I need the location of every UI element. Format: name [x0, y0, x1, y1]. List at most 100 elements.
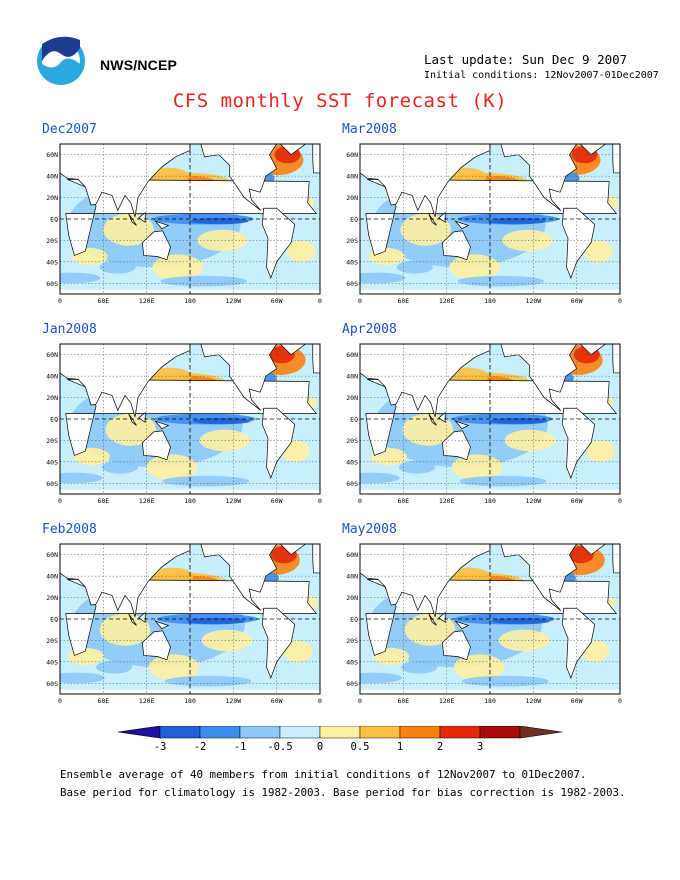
lat-tick-label: 40N	[346, 373, 358, 381]
lon-tick-label: 180	[184, 697, 196, 705]
lat-tick-label: 20S	[346, 237, 358, 245]
lat-tick-label: 20N	[46, 194, 58, 202]
colorbar-segment	[159, 726, 201, 739]
colorbar-label: 3	[476, 741, 484, 753]
colorbar-label: 2	[436, 741, 444, 753]
lat-tick-label: EQ	[350, 416, 358, 424]
lon-tick-label: 120E	[139, 297, 155, 305]
lat-tick-label: 40S	[346, 258, 358, 266]
lon-tick-label: 180	[484, 297, 496, 305]
colorbar-segment	[439, 726, 481, 739]
colorbar-label: -1	[233, 741, 247, 753]
lon-tick-label: 0	[318, 697, 322, 705]
lat-tick-label: 20N	[346, 594, 358, 602]
lat-tick-label: 20N	[346, 194, 358, 202]
lat-tick-label: 20S	[46, 637, 58, 645]
lat-tick-label: 40N	[346, 173, 358, 181]
lat-tick-label: 20S	[346, 437, 358, 445]
lat-tick-label: EQ	[350, 216, 358, 224]
lon-tick-label: 60E	[97, 497, 109, 505]
map-panel-feb2008: Feb2008 60N 40N 20N EQ 20S 40S 60S 0 60E 120E 180 1…	[40, 522, 322, 716]
lat-tick-label: 40S	[346, 458, 358, 466]
panel-title: Mar2008	[342, 122, 397, 137]
lat-tick-label: 20S	[346, 637, 358, 645]
lat-tick-label: 40N	[46, 173, 58, 181]
lat-tick-label: EQ	[350, 616, 358, 624]
map-panel-dec2007: Dec2007 60N 40N 20N EQ 20S 40S 60S 0 60E 120E 180 1…	[40, 122, 322, 316]
lon-tick-label: 0	[58, 497, 62, 505]
agency-label: NWS/NCEP	[100, 57, 178, 73]
lat-tick-label: 40S	[46, 458, 58, 466]
lon-tick-label: 120W	[226, 497, 242, 505]
last-update-text: Last update: Sun Dec 9 2007	[424, 52, 628, 67]
lat-tick-label: 60S	[346, 680, 358, 688]
lat-tick-label: 40N	[46, 573, 58, 581]
lat-tick-label: 20N	[346, 394, 358, 402]
map-panel-mar2008: Mar2008 60N 40N 20N EQ 20S 40S 60S 0 60E 120E 180 1…	[340, 122, 622, 316]
map-panel-jan2008: Jan2008 60N 40N 20N EQ 20S 40S 60S 0 60E 120E 180 1…	[40, 322, 322, 516]
panel-title: Apr2008	[342, 322, 397, 337]
lon-tick-label: 120W	[526, 497, 542, 505]
lon-tick-label: 60W	[271, 297, 283, 305]
lon-tick-label: 0	[358, 697, 362, 705]
colorbar	[118, 726, 562, 739]
lon-tick-label: 180	[184, 297, 196, 305]
lon-tick-label: 60W	[571, 497, 583, 505]
lat-tick-label: 60N	[346, 351, 358, 359]
colorbar-segment	[479, 726, 521, 739]
lat-tick-label: EQ	[50, 616, 58, 624]
lat-tick-label: 20N	[46, 394, 58, 402]
colorbar-segment	[359, 726, 401, 739]
lat-tick-label: 20S	[46, 237, 58, 245]
lon-tick-label: 120E	[439, 697, 455, 705]
page-title: CFS monthly SST forecast (K)	[172, 90, 508, 112]
lat-tick-label: 60S	[46, 280, 58, 288]
lon-tick-label: 60E	[97, 297, 109, 305]
lat-tick-label: 40N	[46, 373, 58, 381]
colorbar-label: -2	[193, 741, 207, 753]
sst-anomaly-map: 60N 40N 20N EQ 20S 40S 60S 0 60E 120E 180 120W 60W 0	[46, 143, 322, 305]
lon-tick-label: 180	[484, 697, 496, 705]
lon-tick-label: 0	[358, 297, 362, 305]
colorbar-segment	[399, 726, 441, 739]
lat-tick-label: 60S	[346, 480, 358, 488]
panel-title: Dec2007	[42, 122, 97, 137]
colorbar-segment	[239, 726, 281, 739]
lon-tick-label: 60W	[571, 297, 583, 305]
lon-tick-label: 60W	[571, 697, 583, 705]
noaa-logo	[37, 36, 85, 85]
lon-tick-label: 0	[58, 697, 62, 705]
lon-tick-label: 120E	[139, 697, 155, 705]
lon-tick-label: 60E	[397, 297, 409, 305]
lat-tick-label: 20N	[46, 594, 58, 602]
lat-tick-label: 20S	[46, 437, 58, 445]
lon-tick-label: 0	[318, 497, 322, 505]
lon-tick-label: 120W	[226, 697, 242, 705]
sst-anomaly-map: 60N 40N 20N EQ 20S 40S 60S 0 60E 120E 180 120W 60W 0	[46, 343, 322, 505]
lat-tick-label: 60S	[46, 680, 58, 688]
lat-tick-label: 60N	[46, 351, 58, 359]
lon-tick-label: 60E	[97, 697, 109, 705]
colorbar-arrow-low	[118, 726, 161, 739]
colorbar-label: -0.5	[267, 741, 293, 753]
lat-tick-label: 60N	[46, 151, 58, 159]
lon-tick-label: 60W	[271, 497, 283, 505]
panel-title: Jan2008	[42, 322, 97, 337]
lat-tick-label: 60S	[346, 280, 358, 288]
lat-tick-label: 60N	[46, 551, 58, 559]
map-panel-may2008: May2008 60N 40N 20N EQ 20S 40S 60S 0 60E 120E 180 1…	[340, 522, 622, 716]
colorbar-segment	[279, 726, 321, 739]
lon-tick-label: 60E	[397, 497, 409, 505]
lon-tick-label: 60W	[271, 697, 283, 705]
lon-tick-label: 0	[618, 497, 622, 505]
sst-anomaly-map: 60N 40N 20N EQ 20S 40S 60S 0 60E 120E 180 120W 60W 0	[346, 543, 622, 705]
footer-line-2: Base period for climatology is 1982-2003…	[60, 786, 626, 799]
lon-tick-label: 120E	[139, 497, 155, 505]
lat-tick-label: 40S	[46, 658, 58, 666]
lon-tick-label: 180	[184, 497, 196, 505]
initial-conditions-text: Initial conditions: 12Nov2007-01Dec2007	[424, 70, 659, 81]
lat-tick-label: EQ	[50, 216, 58, 224]
colorbar-segment	[319, 726, 361, 739]
colorbar-label: 1	[396, 741, 404, 753]
lon-tick-label: 0	[58, 297, 62, 305]
